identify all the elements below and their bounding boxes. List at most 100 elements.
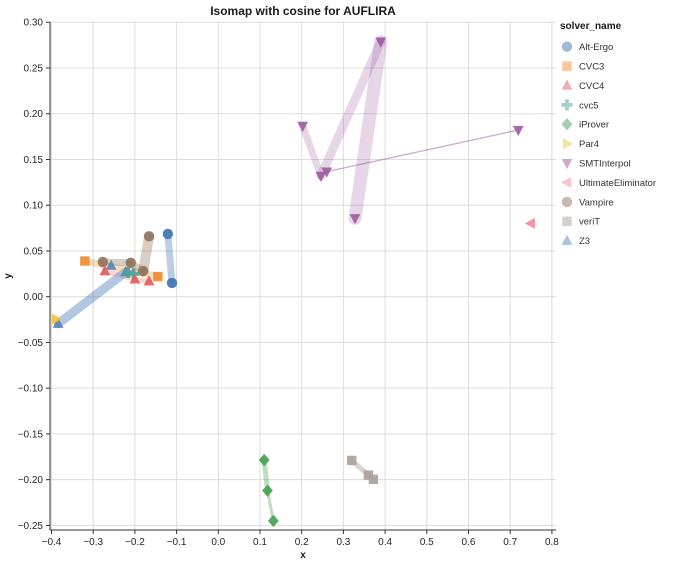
path-group-Alt-Ergo [164, 230, 176, 287]
x-axis-tick-label: 0.1 [253, 537, 267, 548]
marker-CVC3 [153, 271, 163, 282]
path-group-Z3 [53, 267, 131, 329]
y-axis-tick-label: −0.10 [18, 384, 44, 395]
legend-marker-CVC3 [562, 61, 572, 71]
marker-SMTInterpol [321, 167, 333, 178]
legend-marker-Alt-Ergo [561, 41, 573, 52]
path-segment-Z3 [53, 267, 131, 329]
legend-item-label: veriT [579, 217, 600, 228]
marker-veriT [363, 470, 374, 480]
marker-SMTInterpol [512, 125, 524, 137]
legend-marker-veriT [562, 216, 572, 226]
marker-Alt-Ergo [166, 277, 178, 289]
legend-item-label: Par4 [579, 139, 599, 150]
path-segment-Alt-Ergo [164, 230, 176, 287]
legend-item-Z3: Z3 [561, 234, 590, 247]
legend-marker-Vampire [561, 196, 573, 208]
marker-CVC4 [99, 265, 111, 276]
marker-Alt-Ergo [162, 228, 174, 240]
marker-veriT [347, 455, 357, 466]
path-segment-SMTInterpol [348, 35, 388, 225]
marker-CVC3 [80, 256, 90, 266]
legend-item-CVC3: CVC3 [562, 61, 604, 73]
series-Vampire [97, 231, 155, 277]
marker-CVC4 [129, 273, 141, 284]
marker-SMTInterpol [315, 171, 327, 182]
x-axis-tick-label: 0.5 [420, 537, 434, 548]
x-axis-tick-label: 0.6 [462, 537, 476, 548]
path-segment-SMTInterpol [316, 37, 386, 181]
legend-marker-cvc5 [561, 99, 573, 111]
series-markers-layer [51, 37, 535, 528]
legend-marker-Par4 [562, 138, 573, 150]
legend: solver_name Alt-Ergo CVC3 CVC4 cvc5 iProver P… [560, 21, 656, 247]
legend-item-label: iProver [579, 120, 609, 131]
legend-item-label: Vampire [579, 197, 614, 208]
x-axis-tick-label: 0.7 [503, 537, 517, 548]
path-segment-SMTInterpol [326, 129, 519, 173]
legend-marker-UltimateEliminator [561, 177, 572, 188]
marker-CVC4 [143, 275, 155, 286]
marker-Par4 [51, 313, 63, 325]
legend-item-iProver: iProver [561, 118, 609, 131]
legend-item-Alt-Ergo: Alt-Ergo [561, 41, 613, 53]
marker-Vampire [138, 265, 149, 277]
legend-item-Par4: Par4 [562, 138, 599, 150]
x-axis-tick-label: 0.3 [336, 537, 350, 548]
x-axis-tick-label: −0.4 [42, 537, 62, 548]
legend-marker-SMTInterpol [561, 158, 573, 170]
path-group-SMTInterpol [299, 35, 519, 225]
legend-items: Alt-Ergo CVC3 CVC4 cvc5 iProver Par4 SMTInterp… [561, 41, 656, 247]
series-CVC3 [80, 256, 163, 282]
path-segment-SMTInterpol [299, 122, 325, 180]
series-paths-layer [53, 35, 519, 523]
marker-Vampire [143, 231, 155, 242]
legend-item-label: CVC4 [579, 81, 604, 92]
marker-UltimateEliminator [524, 217, 535, 229]
legend-item-UltimateEliminator: UltimateEliminator [561, 177, 656, 189]
y-axis-tick-label: −0.20 [18, 475, 44, 486]
legend-item-label: Alt-Ergo [579, 42, 613, 53]
x-axis-tick-label: −0.3 [83, 537, 103, 548]
y-axis-tick-label: 0.00 [24, 292, 44, 303]
x-axis-tick-label: 0.8 [545, 537, 559, 548]
series-UltimateEliminator [524, 217, 535, 229]
marker-Vampire [125, 257, 136, 269]
x-axis-tick-label: 0.2 [295, 537, 309, 548]
y-axis-tick-label: 0.15 [24, 155, 44, 166]
marker-iProver [267, 514, 279, 528]
grid-layer [50, 21, 556, 530]
x-axis-label: x [300, 550, 306, 561]
series-Par4 [51, 313, 63, 325]
x-axis-tick-label: 0.0 [211, 537, 225, 548]
x-axis-tick-label: 0.4 [378, 537, 392, 548]
series-Alt-Ergo [162, 228, 178, 289]
marker-iProver [262, 484, 273, 497]
path-segment-Vampire [138, 231, 155, 277]
marker-SMTInterpol [375, 37, 387, 48]
legend-item-cvc5: cvc5 [561, 99, 599, 111]
y-axis-tick-label: −0.25 [18, 521, 44, 532]
y-axis-label: y [3, 273, 14, 279]
marker-SMTInterpol [349, 214, 361, 225]
y-axis-tick-label: 0.20 [24, 109, 44, 120]
legend-item-label: Z3 [579, 236, 590, 247]
legend-item-label: cvc5 [579, 100, 599, 111]
marker-SMTInterpol [297, 121, 309, 132]
y-axis-tick-label: −0.05 [18, 338, 44, 349]
marker-Z3 [105, 259, 117, 270]
legend-item-SMTInterpol: SMTInterpol [561, 158, 631, 170]
y-axis-tick-label: −0.15 [18, 429, 44, 440]
series-cvc5 [122, 266, 140, 280]
series-SMTInterpol [297, 37, 524, 225]
marker-veriT [368, 474, 379, 484]
legend-marker-Z3 [561, 234, 573, 245]
legend-item-Vampire: Vampire [561, 196, 614, 208]
marker-cvc5 [128, 268, 140, 280]
legend-item-veriT: veriT [562, 216, 600, 228]
legend-item-label: UltimateEliminator [579, 178, 656, 189]
axes-layer: −0.4 −0.3 −0.2 −0.1 0.0 0.1 0.2 0.3 0.4 0.5 0.6 0.7… [18, 18, 560, 548]
y-axis-tick-label: 0.25 [24, 63, 44, 74]
y-axis-tick-label: 0.10 [24, 201, 44, 212]
x-axis-tick-label: −0.2 [125, 537, 145, 548]
